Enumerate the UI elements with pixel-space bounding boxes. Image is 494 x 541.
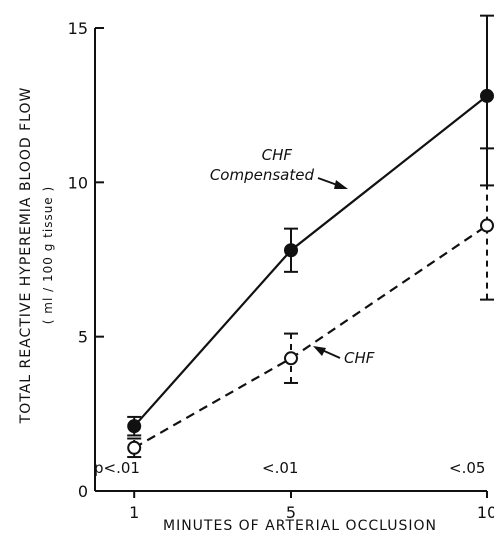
data-point-chf-compensated-5 xyxy=(284,243,298,258)
pointer-head-chf xyxy=(313,346,326,356)
series-line-chf xyxy=(133,224,488,449)
x-axis-label: MINUTES OF ARTERIAL OCCLUSION xyxy=(163,518,437,534)
data-point-chf-compensated-1 xyxy=(127,419,142,434)
y-tick-label-10: 10 xyxy=(68,173,88,192)
y-axis-label: TOTAL REACTIVE HYPEREMIA BLOOD FLOW xyxy=(18,87,34,425)
data-point-chf-10 xyxy=(480,218,494,233)
pointer-chf xyxy=(321,349,341,359)
p-value-label-10: <.05 xyxy=(449,459,485,477)
p-value-label-1: p<.01 xyxy=(94,459,140,477)
x-tick-label-1: 1 xyxy=(129,503,139,522)
series-lines xyxy=(133,95,488,449)
chart-text: p<.01 <.01 <.05 MINUTES OF ARTERIAL OCCL… xyxy=(18,87,485,534)
data-point-chf-1 xyxy=(127,440,142,455)
y-tick-label-15: 15 xyxy=(68,19,88,38)
pointer-head-chf-compensated xyxy=(334,180,348,189)
annotation-chf: CHF xyxy=(344,349,375,367)
x-tick-label-10: 10 xyxy=(477,503,494,522)
annotation-chf-compensated-line2: Compensated xyxy=(210,166,315,184)
error-bars xyxy=(127,14,494,459)
annotation-pointers xyxy=(313,177,348,359)
series-markers xyxy=(127,88,494,455)
y-axis-units: ( ml / 100 g tissue ) xyxy=(41,186,55,324)
p-value-label-5: <.01 xyxy=(262,459,298,477)
y-tick-label-0: 0 xyxy=(78,482,88,501)
y-tick-label-5: 5 xyxy=(78,328,88,347)
annotation-chf-compensated-line1: CHF xyxy=(262,146,293,164)
data-point-chf-5 xyxy=(284,351,298,366)
data-point-chf-compensated-10 xyxy=(480,88,494,103)
x-tick-label-5: 5 xyxy=(286,503,296,522)
